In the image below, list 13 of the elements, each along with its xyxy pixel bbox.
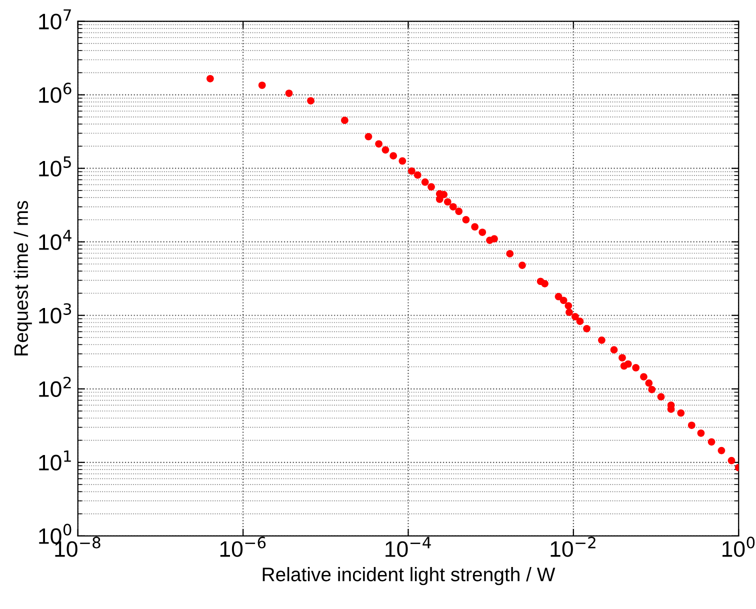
y-tick-label: 10$^{7}$ (39, 9, 71, 30)
y-tick-label: 10$^{4}$ (39, 230, 72, 250)
y-tick-label: 10$^{5}$ (39, 156, 71, 176)
x-tick-label: 10$^{−6}$ (220, 536, 266, 557)
x-tick-label: 10$^{−2}$ (550, 536, 596, 557)
y-axis-title: Request time / ms (14, 200, 32, 356)
x-tick-label: 10$^{−4}$ (386, 536, 431, 557)
y-tick-label: 10$^{3}$ (39, 303, 72, 324)
x-tick-label: 10$^{0}$ (722, 536, 755, 557)
y-tick-label: 10$^{6}$ (39, 82, 72, 103)
y-tick-label: 10$^{2}$ (39, 376, 71, 397)
y-tick-label: 10$^{1}$ (39, 450, 71, 471)
x-axis-title: Relative incident light strength / W (262, 567, 556, 586)
